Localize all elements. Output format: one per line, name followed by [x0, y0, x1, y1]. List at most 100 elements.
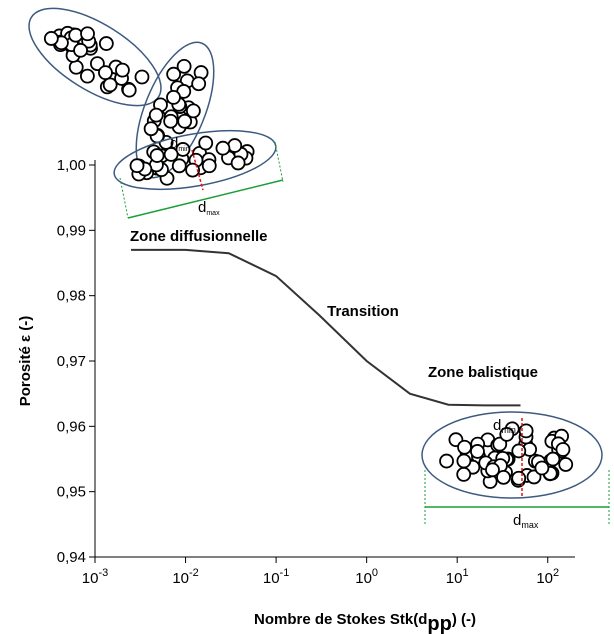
x-tick-label: 102 — [536, 567, 559, 587]
diagram-label-base: d — [513, 512, 521, 529]
x-tick-exponent: 2 — [553, 567, 559, 579]
x-label-suffix: ) (-) — [452, 611, 476, 628]
x-tick-exponent: 0 — [372, 567, 378, 579]
particle — [456, 453, 472, 469]
y-tick-label: 1,00 — [57, 157, 86, 174]
particle — [185, 103, 201, 119]
particle — [457, 439, 472, 455]
particle — [492, 436, 508, 452]
particle — [129, 158, 145, 174]
particle — [148, 107, 164, 123]
annotation: Zone diffusionnelle — [130, 228, 268, 245]
diagram-label: dmin — [493, 417, 516, 435]
annotation: Transition — [327, 303, 399, 320]
y-tick-label: 0,94 — [57, 549, 86, 566]
diagram-label: dmin — [170, 135, 190, 153]
diagram-label-sub: min — [501, 425, 516, 435]
diagram-label-sub: max — [521, 520, 539, 530]
particle — [555, 442, 571, 457]
particle — [176, 58, 192, 74]
particle — [198, 135, 214, 151]
diagram-label-sub: min — [178, 146, 189, 153]
x-tick-exponent: -2 — [189, 567, 199, 579]
particle — [171, 158, 187, 174]
particle — [166, 66, 182, 82]
dmax-guide — [119, 177, 129, 219]
x-tick-base: 10 — [355, 570, 372, 587]
aggregate-outline — [28, 7, 162, 107]
particle — [485, 462, 500, 478]
particle — [511, 470, 527, 486]
particle — [98, 36, 114, 51]
particle — [499, 426, 515, 442]
particle — [166, 89, 181, 105]
x-label-text: Nombre de Stokes Stk(d — [254, 611, 427, 628]
y-tick-label: 0,97 — [57, 353, 86, 370]
x-tick-base: 10 — [446, 570, 463, 587]
y-tick-label: 0,95 — [57, 484, 86, 501]
particle — [215, 140, 231, 156]
particle — [73, 42, 88, 58]
particle — [68, 59, 84, 75]
x-axis-label: Nombre de Stokes Stk(dpp) (-) — [254, 611, 476, 634]
particle — [545, 451, 561, 467]
particle — [102, 77, 118, 93]
x-tick-label: 100 — [355, 567, 378, 587]
y-tick-label: 0,96 — [57, 418, 86, 435]
particle — [80, 68, 95, 84]
particle — [227, 138, 243, 153]
particle — [518, 423, 534, 439]
particle — [98, 65, 113, 81]
x-tick-base: 10 — [536, 570, 553, 587]
particle — [68, 27, 84, 43]
annotation: Zone balistique — [428, 364, 538, 381]
particle — [134, 69, 150, 85]
particle — [456, 467, 472, 482]
x-tick-exponent: -3 — [98, 567, 108, 579]
particle — [121, 82, 137, 98]
y-tick-label: 0,99 — [57, 222, 86, 239]
x-tick-label: 101 — [446, 567, 469, 587]
particle — [163, 113, 179, 129]
particle — [177, 113, 193, 129]
x-tick-base: 10 — [263, 570, 280, 587]
x-tick-base: 10 — [82, 570, 99, 587]
x-tick-label: 10-2 — [172, 567, 198, 587]
x-tick-label: 10-3 — [82, 567, 108, 587]
particle — [115, 62, 130, 78]
diagram-label: dmax — [198, 199, 220, 217]
x-tick-exponent: 1 — [462, 567, 468, 579]
diagram-label-base: d — [170, 135, 178, 152]
aggregate-outline — [113, 129, 277, 191]
diagram-label-base: d — [493, 417, 501, 434]
x-tick-exponent: -1 — [280, 567, 290, 579]
line-series — [131, 248, 521, 407]
diagram-label-base: d — [198, 199, 206, 216]
x-tick-label: 10-1 — [263, 567, 289, 587]
y-tick-label: 0,98 — [57, 288, 86, 305]
particle — [534, 460, 550, 476]
particle — [496, 469, 511, 485]
diagram-label-sub: max — [206, 210, 220, 217]
particle — [470, 444, 485, 459]
y-axis-label: Porosité ε (-) — [17, 316, 34, 406]
dmin-arrow — [191, 149, 204, 191]
x-tick-base: 10 — [172, 570, 189, 587]
particle — [191, 76, 207, 92]
dmax-arrow — [127, 179, 284, 219]
particle — [89, 56, 105, 71]
particle — [230, 155, 246, 171]
particle — [143, 121, 159, 137]
aggregate-outline — [421, 411, 603, 499]
particle — [163, 147, 179, 162]
particle — [80, 26, 95, 42]
diagram-label: dmax — [513, 512, 539, 530]
x-label-sub: pp — [427, 613, 451, 634]
particle — [558, 457, 574, 472]
particle — [43, 31, 59, 46]
particle — [149, 148, 165, 163]
particle — [201, 158, 217, 174]
particle — [511, 443, 527, 459]
